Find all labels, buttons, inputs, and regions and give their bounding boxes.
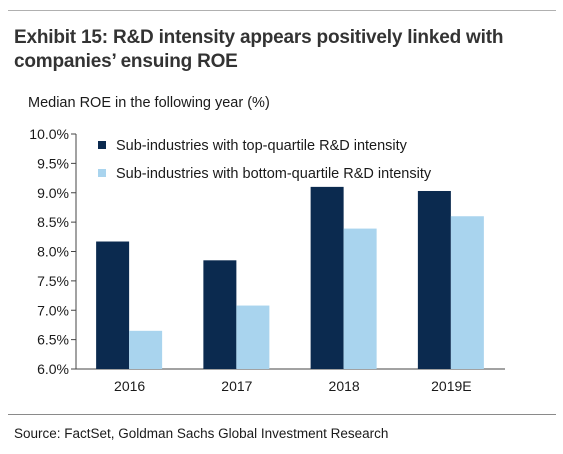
legend-swatch-1 <box>98 169 106 177</box>
y-tick-label: 7.0% <box>37 302 69 318</box>
x-tick-label: 2017 <box>221 378 252 394</box>
bar-bottom-quartile-2018 <box>343 228 377 369</box>
bar-top-quartile-2016 <box>96 241 130 369</box>
bottom-divider <box>8 414 556 415</box>
bar-bottom-quartile-2016 <box>129 330 163 369</box>
x-tick-label: 2019E <box>431 378 471 394</box>
y-tick-label: 8.0% <box>37 244 69 260</box>
bar-top-quartile-2019E <box>417 190 451 369</box>
bar-top-quartile-2017 <box>203 260 237 369</box>
bar-bottom-quartile-2019E <box>450 216 484 369</box>
legend-label-0: Sub-industries with top-quartile R&D int… <box>116 138 408 154</box>
source-note: Source: FactSet, Goldman Sachs Global In… <box>14 426 389 441</box>
y-tick-label: 10.0% <box>29 126 69 142</box>
y-axis-label: Median ROE in the following year (%) <box>28 95 270 111</box>
y-tick-label: 6.0% <box>37 361 69 377</box>
legend-label-1: Sub-industries with bottom-quartile R&D … <box>116 166 432 182</box>
y-tick-label: 7.5% <box>37 273 69 289</box>
bar-top-quartile-2018 <box>310 186 344 369</box>
x-tick-label: 2018 <box>329 378 360 394</box>
top-divider <box>8 10 556 11</box>
bar-bottom-quartile-2017 <box>236 305 270 369</box>
legend-swatch-0 <box>98 141 106 149</box>
y-tick-label: 9.0% <box>37 185 69 201</box>
exhibit-title: Exhibit 15: R&D intensity appears positi… <box>14 27 504 72</box>
y-tick-label: 6.5% <box>37 332 69 348</box>
y-tick-label: 9.5% <box>37 155 69 171</box>
x-tick-label: 2016 <box>114 378 145 394</box>
y-tick-label: 8.5% <box>37 214 69 230</box>
